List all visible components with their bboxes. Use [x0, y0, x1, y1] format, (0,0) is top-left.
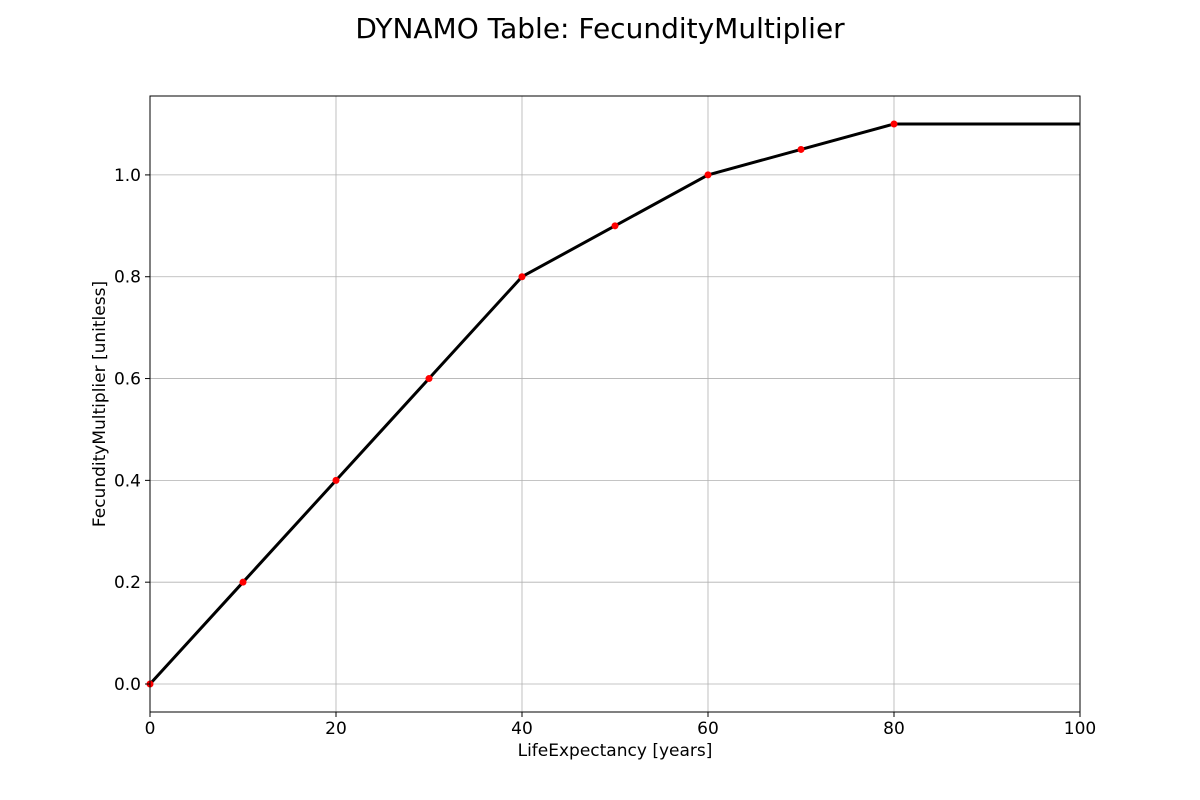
series-line — [148, 122, 1080, 686]
y-tick-label: 0.0 — [114, 675, 141, 695]
x-tick-label: 40 — [511, 719, 533, 739]
chart-title: DYNAMO Table: FecundityMultiplier — [355, 12, 845, 45]
data-point — [239, 578, 247, 586]
data-point — [797, 145, 805, 153]
y-tick-label: 0.2 — [114, 573, 141, 593]
data-point — [890, 120, 898, 128]
data-point — [425, 375, 433, 383]
x-tick-label: 100 — [1064, 719, 1096, 739]
y-tick-label: 1.0 — [114, 166, 141, 186]
series-line-layer — [148, 122, 1080, 686]
y-tick-label: 0.8 — [114, 268, 141, 288]
data-point — [332, 476, 340, 484]
x-tick-label: 60 — [697, 719, 719, 739]
x-tick-label: 0 — [145, 719, 156, 739]
x-tick-label: 80 — [883, 719, 905, 739]
y-axis-ticks: 0.0 0.2 0.4 0.6 0.8 1.0 — [114, 166, 150, 695]
data-point — [611, 222, 619, 230]
y-tick-label: 0.4 — [114, 471, 141, 491]
y-axis-label: FecundityMultiplier [unitless] — [90, 281, 110, 527]
data-markers — [146, 120, 898, 688]
data-point — [704, 171, 712, 179]
x-tick-label: 20 — [325, 719, 347, 739]
grid-lines — [149, 96, 1081, 712]
x-axis-label: LifeExpectancy [years] — [518, 741, 713, 761]
y-tick-label: 0.6 — [114, 370, 141, 390]
plot-frame — [149, 95, 1081, 713]
data-point — [518, 273, 526, 281]
x-axis-ticks: 0 20 40 60 80 100 — [145, 712, 1096, 739]
